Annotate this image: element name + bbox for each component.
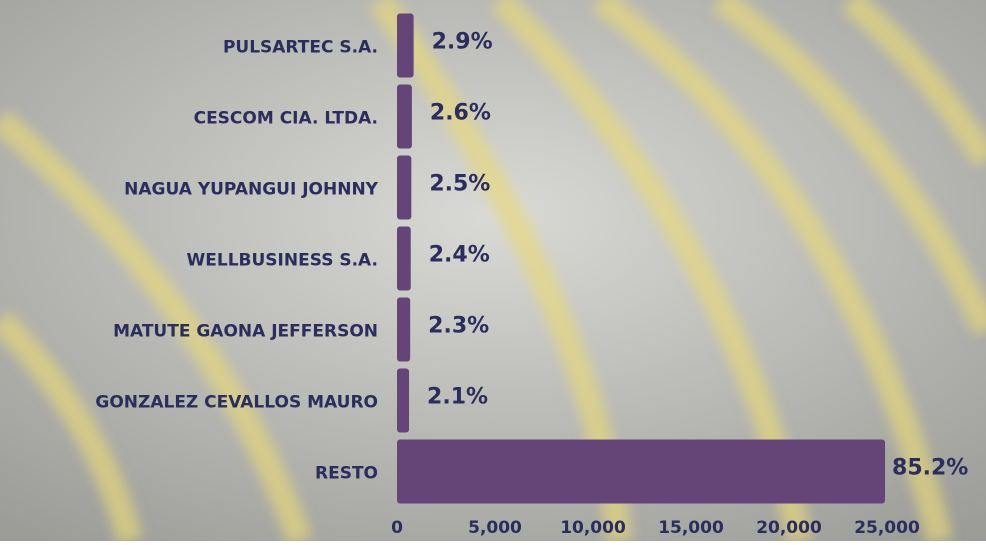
data-label: 2.9% xyxy=(432,30,493,55)
y-tick-label: RESTO xyxy=(315,464,378,484)
data-label: 2.1% xyxy=(427,385,488,410)
x-tick-label: 0 xyxy=(391,518,403,538)
bar xyxy=(397,369,409,433)
chart: 0 5,000 10,000 15,000 20,000 25,000 PULSARTEC … xyxy=(0,0,986,541)
data-label: 85.2% xyxy=(892,456,968,481)
data-label: 2.4% xyxy=(429,243,490,268)
bar xyxy=(397,440,885,504)
bar xyxy=(397,227,411,291)
bar xyxy=(397,85,412,149)
x-tick-label: 15,000 xyxy=(658,518,724,538)
bar xyxy=(397,156,411,220)
page: {"chart_data": {"type": "bar", "orientat… xyxy=(0,0,986,541)
data-label: 2.3% xyxy=(428,314,489,339)
x-tick-label: 25,000 xyxy=(854,518,920,538)
y-tick-label: NAGUA YUPANGUI JOHNNY xyxy=(124,180,379,200)
data-label: 2.6% xyxy=(430,101,491,126)
bar xyxy=(397,14,414,78)
x-tick-label: 5,000 xyxy=(468,518,522,538)
x-tick-label: 20,000 xyxy=(756,518,822,538)
y-tick-label: PULSARTEC S.A. xyxy=(223,38,378,58)
y-tick-label: CESCOM CIA. LTDA. xyxy=(194,109,378,129)
x-tick-label: 10,000 xyxy=(560,518,626,538)
y-tick-label: WELLBUSINESS S.A. xyxy=(187,251,378,271)
bar xyxy=(397,298,410,362)
data-label: 2.5% xyxy=(429,172,490,197)
y-tick-label: GONZALEZ CEVALLOS MAURO xyxy=(95,393,378,413)
y-tick-label: MATUTE GAONA JEFFERSON xyxy=(113,322,378,342)
